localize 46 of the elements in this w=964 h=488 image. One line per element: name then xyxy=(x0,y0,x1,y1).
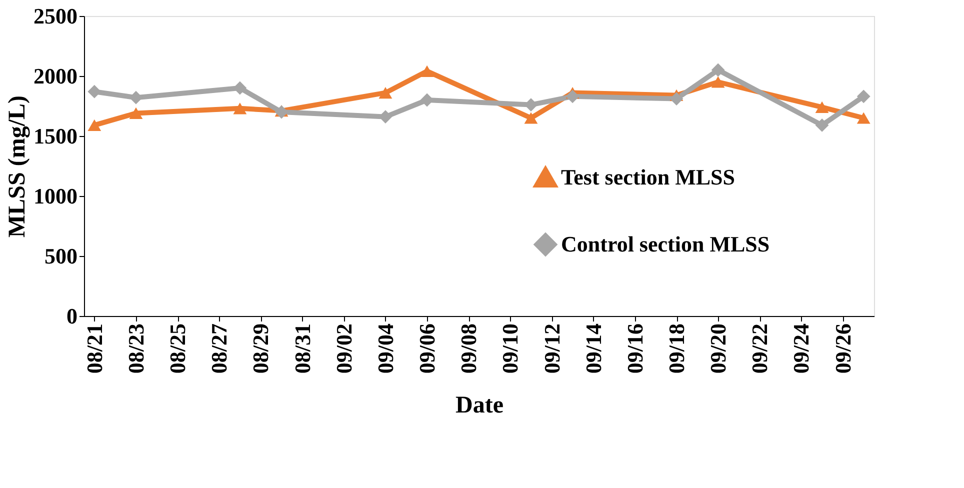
x-tick-label: 09/02 xyxy=(331,324,356,374)
x-tick-label: 09/14 xyxy=(580,324,606,374)
point xyxy=(815,118,829,132)
point xyxy=(856,90,870,104)
x-tick-label: 08/27 xyxy=(206,324,232,374)
legend-label: Test section MLSS xyxy=(561,164,735,190)
x-tick-label: 09/08 xyxy=(456,324,482,374)
x-axis-title: Date xyxy=(456,392,504,419)
x-tick-label: 08/31 xyxy=(290,324,315,374)
point xyxy=(88,84,102,98)
x-tick-label: 09/06 xyxy=(414,324,440,374)
y-tick-label: 0 xyxy=(66,304,78,328)
y-tick-label: 500 xyxy=(44,244,78,268)
x-tick-label: 09/12 xyxy=(539,324,564,374)
y-axis-title: MLSS (mg/L) xyxy=(4,95,30,238)
x-tick-label: 09/26 xyxy=(830,324,856,374)
x-tick-label: 09/10 xyxy=(498,324,523,374)
x-tick-label: 09/24 xyxy=(788,324,814,374)
x-tick-label: 09/04 xyxy=(372,324,398,374)
x-tick-label: 08/25 xyxy=(165,324,190,374)
x-tick-label: 08/29 xyxy=(248,324,274,374)
point xyxy=(566,90,580,104)
y-tick-label: 2000 xyxy=(34,64,78,88)
y-tick-label: 2500 xyxy=(34,4,78,28)
point xyxy=(378,86,392,99)
point xyxy=(670,92,684,106)
point xyxy=(233,102,247,114)
x-tick-label: 08/23 xyxy=(123,324,148,374)
point xyxy=(233,81,247,95)
x-tick-label: 09/16 xyxy=(622,324,648,374)
x-tick-label: 08/21 xyxy=(82,324,107,374)
point xyxy=(524,112,538,124)
point xyxy=(711,63,725,77)
legend-label: Control section MLSS xyxy=(561,232,770,256)
x-tick-label: 09/18 xyxy=(664,324,689,374)
point xyxy=(815,101,829,114)
point xyxy=(129,107,143,120)
x-tick-label: 09/22 xyxy=(747,324,772,374)
y-tick-label: 1500 xyxy=(34,124,78,148)
point xyxy=(129,90,143,104)
y-tick-label: 1000 xyxy=(34,184,78,208)
x-tick-label: 09/20 xyxy=(706,324,731,374)
point xyxy=(88,119,102,132)
point xyxy=(711,76,725,88)
point xyxy=(856,112,870,124)
point xyxy=(420,65,434,78)
